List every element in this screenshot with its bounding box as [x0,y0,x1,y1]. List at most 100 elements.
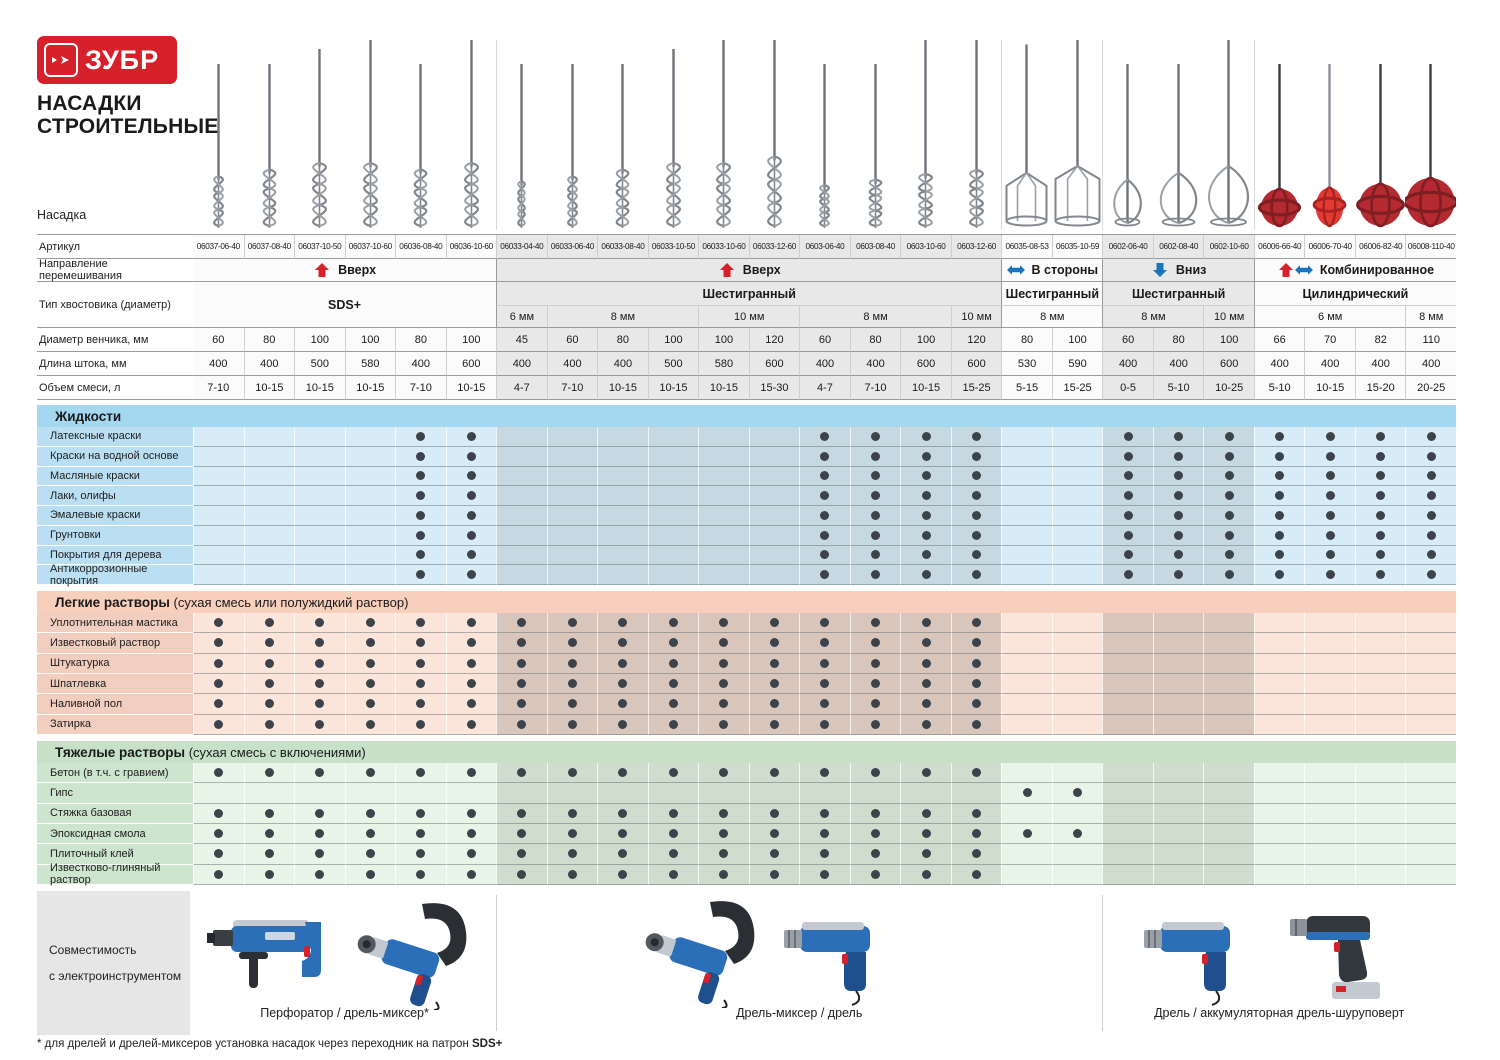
venchik-value-cell: 100 [445,328,497,352]
matrix-cell [1354,783,1406,804]
matrix-cell [193,844,244,865]
matrix-cell [849,694,901,715]
matrix-cell [597,506,648,526]
matrix-cell [647,694,699,715]
matrix-cell [1001,613,1052,634]
matrix-cell [1405,763,1456,784]
matrix-cell [1051,466,1103,487]
matrix-cell [799,803,850,824]
matrix-cell [1203,844,1254,865]
matrix-cell [1152,525,1204,546]
matrix-cell [950,824,1002,845]
matrix-cell [900,545,951,566]
shtok-value-cell: 600 [900,352,951,376]
dot [416,451,426,461]
dot [1275,491,1285,501]
dot [365,768,375,778]
matrix-cell [1001,803,1052,824]
matrix-cell [748,694,800,715]
matrix-cell [1304,633,1355,654]
venchik-value-cell: 120 [748,328,800,352]
matrix-cell [546,486,598,506]
dot [1376,491,1386,501]
matrix-cell [1102,844,1153,865]
matrix-cell [294,803,345,824]
dot [972,849,982,859]
matrix-cell [900,466,951,487]
matrix-cell [294,486,345,506]
matrix-cell [496,824,547,845]
matrix-cell [496,446,547,467]
matrix-cell [1203,803,1254,824]
article-cell: 06037-10-60 [344,235,396,259]
dot [315,699,325,709]
section-title: Жидкости [55,408,122,424]
dot [416,719,426,729]
venchik-value-cell: 100 [1203,328,1254,352]
matrix-cell [193,506,244,526]
dot [1174,550,1184,560]
matrix-cell [1051,844,1103,865]
matrix-cell [799,694,850,715]
matrix-cell [748,613,800,634]
matrix-cell [1253,864,1305,885]
dot [315,869,325,879]
article-cell: 06006-66-40 [1253,235,1305,259]
zubr-logo: ЗУБР [37,36,177,84]
dot [871,869,880,879]
dot [466,491,476,501]
dot [1022,788,1032,798]
shank-row-label: Тип хвостовика (диаметр) [37,282,193,328]
dot [921,491,931,501]
matrix-row-label: Известковый раствор [37,633,193,654]
matrix-cell [243,694,295,715]
matrix-cell [698,824,749,845]
matrix-cell [1304,565,1355,585]
shtok-value-cell: 580 [698,352,749,376]
dot [871,768,880,778]
matrix-cell [1203,525,1254,546]
compatibility-group-divider [496,895,498,1031]
shtok-value-cell: 400 [496,352,547,376]
matrix-cell [496,525,547,546]
matrix-cell [849,427,901,447]
matrix-cell [496,545,547,566]
matrix-cell [546,427,598,447]
shtok-value-cell: 530 [1001,352,1052,376]
drill-image-icon [1144,922,1230,1006]
matrix-cell [1253,763,1305,784]
dot [820,471,830,481]
dot [1123,510,1133,520]
dot [466,471,476,481]
matrix-row-label: Латексные краски [37,427,193,447]
matrix-cell [1405,565,1456,585]
dot [668,808,678,818]
matrix-cell [1354,864,1406,885]
shtok-value-cell: 600 [950,352,1002,376]
dot [1123,550,1133,560]
group-separator [1102,40,1104,230]
matrix-cell [1203,466,1254,487]
dot [365,849,375,859]
venchik-value-cell: 80 [395,328,446,352]
dot [517,699,527,709]
matrix-cell [1051,545,1103,566]
dot [1174,431,1184,441]
matrix-cell [748,653,800,674]
matrix-cell [1102,633,1153,654]
dot [871,808,880,818]
volume-value-cell: 5-10 [1152,376,1204,400]
matrix-cell [496,783,547,804]
dot [1275,530,1285,540]
dot [264,869,274,879]
matrix-cell [597,783,648,804]
dot [921,699,931,709]
mixer-attachment-image-spiral-icon [312,49,327,228]
article-cell: 0603-12-60 [950,235,1002,259]
dot [871,658,880,668]
volume-value-cell: 10-15 [900,376,951,400]
matrix-cell [1152,844,1204,865]
page-title: НАСАДКИ СТРОИТЕЛЬНЫЕ [37,92,218,138]
matrix-row-label: Наливной пол [37,694,193,715]
